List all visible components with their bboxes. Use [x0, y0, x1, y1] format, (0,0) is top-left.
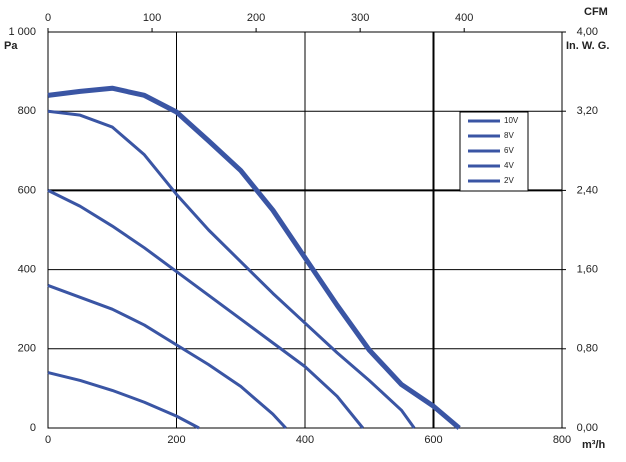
x-axis-label: m³/h: [582, 439, 606, 451]
x-tick-label: 400: [296, 434, 314, 446]
y2-tick-label: 0,80: [577, 343, 598, 355]
y-tick-label: 800: [18, 105, 36, 117]
y-axis-label: Pa: [4, 40, 18, 52]
x2-axis-label: CFM: [584, 6, 608, 18]
series-line: [47, 85, 461, 430]
series-line: [47, 189, 364, 429]
y-tick-label: 0: [30, 422, 36, 434]
x2-tick-label: 200: [247, 12, 265, 24]
series-line: [47, 109, 416, 429]
y2-tick-label: 0,00: [577, 422, 598, 434]
x-tick-label: 200: [167, 434, 185, 446]
x2-tick-label: 400: [455, 12, 473, 24]
y2-tick-label: 1,60: [577, 264, 598, 276]
series-line: [47, 371, 200, 430]
legend-label: 2V: [504, 176, 514, 185]
x-tick-label: 800: [553, 434, 571, 446]
y2-axis-label: In. W. G.: [566, 40, 609, 52]
y2-tick-label: 2,40: [577, 184, 598, 196]
y-tick-label: 200: [18, 343, 36, 355]
x2-tick-label: 300: [351, 12, 369, 24]
legend-label: 6V: [504, 146, 514, 155]
y-tick-label: 400: [18, 264, 36, 276]
y-tick-label: 1 000: [8, 26, 36, 38]
legend-label: 8V: [504, 131, 514, 140]
x-tick-label: 0: [45, 434, 51, 446]
x2-tick-label: 0: [45, 12, 51, 24]
y2-tick-label: 3,20: [577, 105, 598, 117]
x2-tick-label: 100: [143, 12, 161, 24]
legend-label: 4V: [504, 161, 514, 170]
series-line: [47, 284, 287, 430]
y2-tick-label: 4,00: [577, 26, 598, 38]
legend-label: 10V: [504, 116, 519, 125]
x-tick-label: 600: [424, 434, 442, 446]
y-tick-label: 600: [18, 184, 36, 196]
